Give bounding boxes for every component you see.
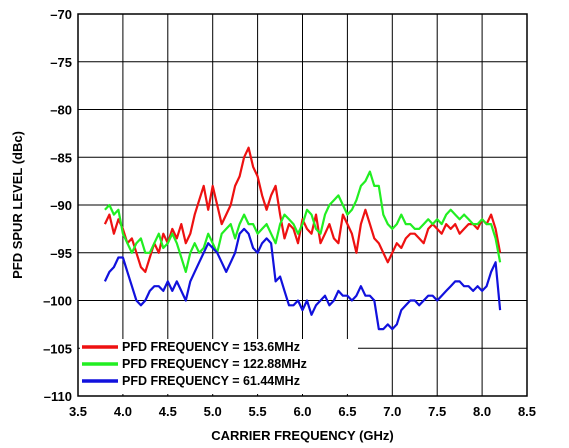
x-tick-label: 4.0 — [114, 404, 132, 419]
x-tick-label: 7.5 — [428, 404, 446, 419]
y-tick-label: –95 — [50, 246, 72, 261]
legend-label: PFD FREQUENCY = 153.6MHz — [122, 340, 300, 354]
series-line — [103, 146, 502, 273]
x-tick-label: 6.5 — [338, 404, 356, 419]
y-tick-label: –90 — [50, 198, 72, 213]
x-tick-label: 8.0 — [473, 404, 491, 419]
tick-labels: 3.5 4.0 4.5 5.0 5.5 6.0 6.5 7.0 7.5 8.0 8.5 –110 –10… — [43, 7, 536, 419]
grid-lines — [78, 14, 527, 396]
x-tick-label: 3.5 — [69, 404, 87, 419]
x-tick-label: 5.0 — [204, 404, 222, 419]
y-tick-label: –75 — [50, 55, 72, 70]
y-tick-label: –100 — [43, 294, 72, 309]
legend: PFD FREQUENCY = 153.6MHz PFD FREQUENCY = … — [80, 339, 358, 394]
x-tick-label: 7.0 — [383, 404, 401, 419]
y-tick-label: –70 — [50, 7, 72, 22]
legend-label: PFD FREQUENCY = 61.44MHz — [122, 374, 300, 388]
y-tick-label: –80 — [50, 103, 72, 118]
x-tick-label: 5.5 — [249, 404, 267, 419]
y-tick-label: –110 — [44, 389, 72, 404]
y-tick-label: –85 — [50, 150, 72, 165]
x-axis-title: CARRIER FREQUENCY (GHz) — [211, 428, 394, 443]
x-tick-label: 4.5 — [159, 404, 177, 419]
x-tick-label: 6.0 — [293, 404, 311, 419]
series-group — [103, 146, 502, 331]
legend-label: PFD FREQUENCY = 122.88MHz — [122, 357, 307, 371]
x-tick-label: 8.5 — [518, 404, 536, 419]
series-line — [104, 170, 502, 273]
series-line — [103, 227, 502, 331]
legend-box — [80, 339, 358, 394]
y-axis-title: PFD SPUR LEVEL (dBc) — [10, 131, 25, 279]
y-tick-label: –105 — [43, 341, 72, 356]
plot-frame — [77, 13, 528, 397]
